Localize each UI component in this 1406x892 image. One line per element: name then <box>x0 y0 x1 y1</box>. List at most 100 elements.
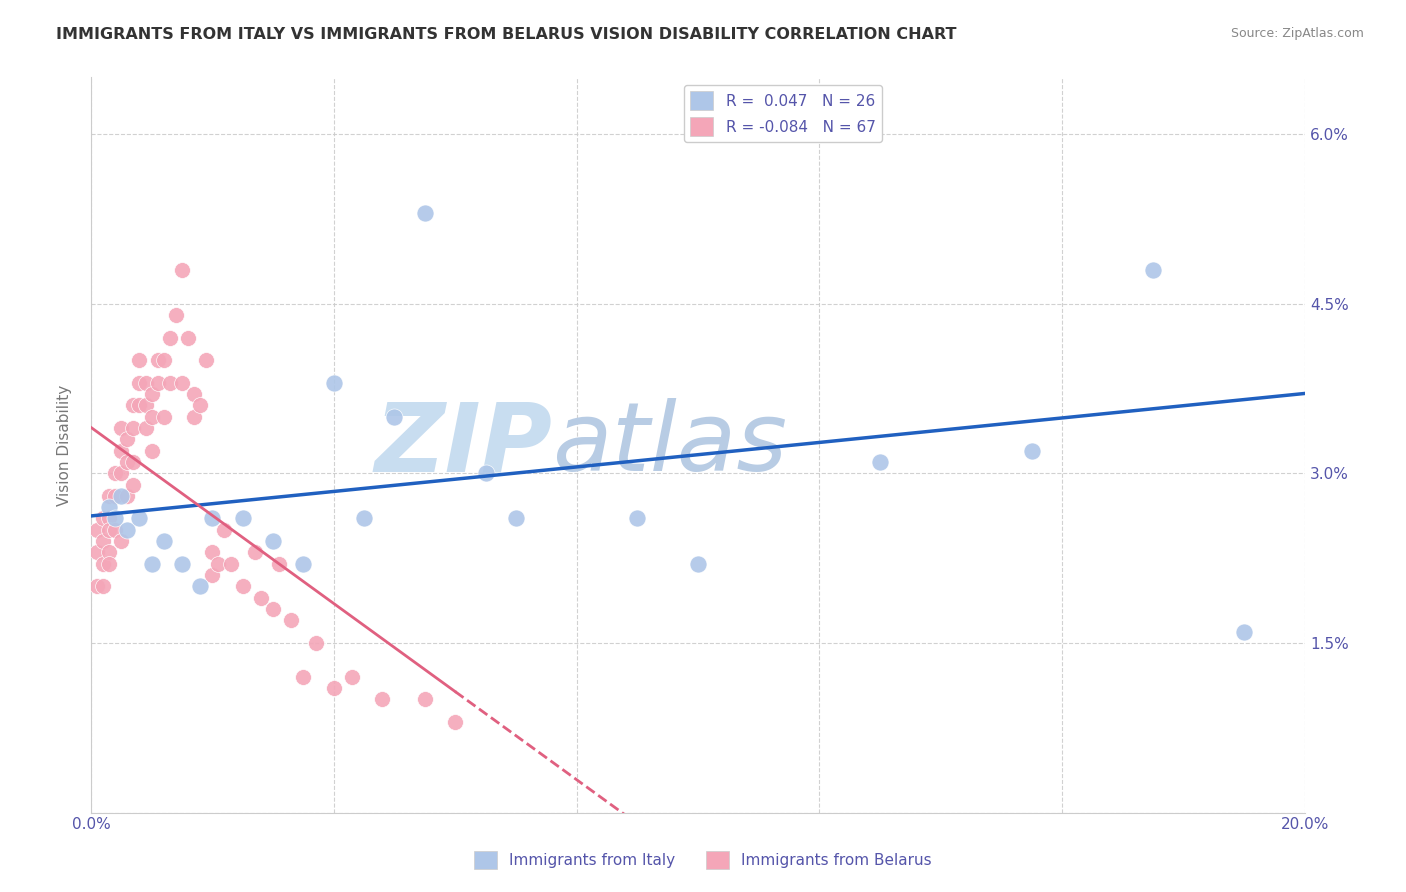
Point <box>340 670 363 684</box>
Point <box>117 489 139 503</box>
Point <box>110 489 132 503</box>
Point <box>183 409 205 424</box>
Point <box>104 489 127 503</box>
Point <box>262 602 284 616</box>
Point <box>1021 443 1043 458</box>
Point <box>104 467 127 481</box>
Point <box>146 353 169 368</box>
Point <box>98 557 121 571</box>
Point <box>117 455 139 469</box>
Text: IMMIGRANTS FROM ITALY VS IMMIGRANTS FROM BELARUS VISION DISABILITY CORRELATION C: IMMIGRANTS FROM ITALY VS IMMIGRANTS FROM… <box>56 27 956 42</box>
Point <box>232 511 254 525</box>
Point <box>135 376 157 390</box>
Point <box>869 455 891 469</box>
Point <box>98 523 121 537</box>
Point <box>86 523 108 537</box>
Point <box>188 398 211 412</box>
Point <box>505 511 527 525</box>
Legend: Immigrants from Italy, Immigrants from Belarus: Immigrants from Italy, Immigrants from B… <box>468 845 938 875</box>
Point <box>201 511 224 525</box>
Point <box>159 376 181 390</box>
Y-axis label: Vision Disability: Vision Disability <box>58 384 72 506</box>
Point <box>232 579 254 593</box>
Point <box>170 262 193 277</box>
Point <box>110 421 132 435</box>
Legend: R =  0.047   N = 26, R = -0.084   N = 67: R = 0.047 N = 26, R = -0.084 N = 67 <box>685 85 882 142</box>
Point <box>280 613 302 627</box>
Point <box>353 511 375 525</box>
Point <box>110 443 132 458</box>
Point <box>413 206 436 220</box>
Point <box>322 376 344 390</box>
Point <box>413 692 436 706</box>
Point <box>146 376 169 390</box>
Point <box>135 421 157 435</box>
Point <box>371 692 394 706</box>
Point <box>292 670 315 684</box>
Point <box>98 511 121 525</box>
Point <box>141 443 163 458</box>
Point <box>122 455 145 469</box>
Point <box>104 523 127 537</box>
Point <box>201 568 224 582</box>
Point <box>292 557 315 571</box>
Point <box>141 409 163 424</box>
Point <box>128 376 150 390</box>
Point <box>304 636 326 650</box>
Point <box>128 511 150 525</box>
Point <box>207 557 229 571</box>
Point <box>384 409 406 424</box>
Point <box>91 511 114 525</box>
Point <box>183 387 205 401</box>
Point <box>1142 262 1164 277</box>
Point <box>135 398 157 412</box>
Point <box>262 534 284 549</box>
Point <box>128 398 150 412</box>
Point <box>98 545 121 559</box>
Point <box>195 353 218 368</box>
Point <box>104 511 127 525</box>
Point <box>122 398 145 412</box>
Point <box>177 330 200 344</box>
Point <box>122 421 145 435</box>
Point <box>152 534 174 549</box>
Point <box>152 353 174 368</box>
Point <box>117 523 139 537</box>
Point <box>159 330 181 344</box>
Point <box>626 511 648 525</box>
Point <box>110 534 132 549</box>
Point <box>214 523 236 537</box>
Point <box>219 557 242 571</box>
Text: ZIP: ZIP <box>374 399 553 491</box>
Point <box>141 557 163 571</box>
Point <box>188 579 211 593</box>
Point <box>86 545 108 559</box>
Point <box>322 681 344 695</box>
Point <box>141 387 163 401</box>
Point <box>110 467 132 481</box>
Point <box>686 557 709 571</box>
Point <box>170 557 193 571</box>
Point <box>444 714 467 729</box>
Point <box>165 308 187 322</box>
Point <box>128 353 150 368</box>
Point <box>170 376 193 390</box>
Point <box>98 489 121 503</box>
Point <box>86 579 108 593</box>
Point <box>152 409 174 424</box>
Point <box>98 500 121 515</box>
Point <box>91 579 114 593</box>
Point <box>91 557 114 571</box>
Text: Source: ZipAtlas.com: Source: ZipAtlas.com <box>1230 27 1364 40</box>
Point <box>201 545 224 559</box>
Point <box>269 557 291 571</box>
Point <box>91 534 114 549</box>
Point <box>717 127 740 141</box>
Point <box>117 433 139 447</box>
Point <box>474 467 496 481</box>
Point <box>1233 624 1256 639</box>
Point <box>243 545 266 559</box>
Point <box>250 591 273 605</box>
Point <box>122 477 145 491</box>
Text: atlas: atlas <box>553 399 787 491</box>
